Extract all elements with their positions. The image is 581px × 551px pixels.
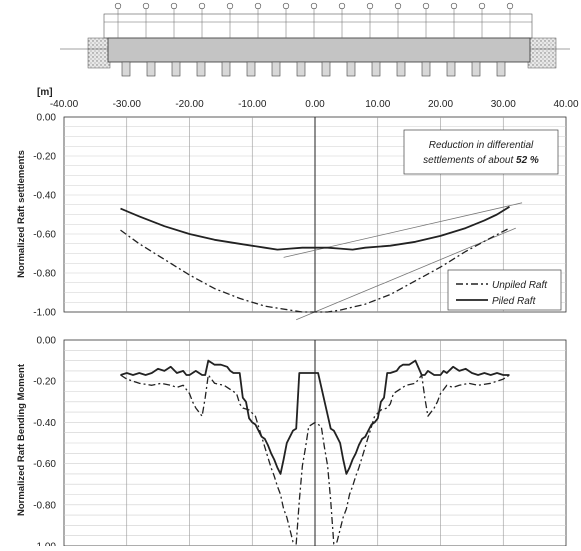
x-tick-label: 10.00 [365,99,390,110]
superstructure-frame [103,13,533,39]
x-tick-label: 30.00 [491,99,516,110]
y-tick-label: -0.40 [33,191,56,202]
legend-label-unpiled: Unpiled Raft [492,280,548,291]
structure-section-drawing [60,2,570,77]
raft-slab [107,37,531,63]
x-tick-label: -30.00 [113,99,142,110]
annotation-line-1: Reduction in differential [429,140,534,151]
soil-right [527,37,557,69]
legend: Unpiled Raft Piled Raft [447,269,562,311]
pile [246,61,256,77]
bending-y-axis-label: Normalized Raft Bending Moment [16,363,27,516]
column-axis-marker [478,2,486,10]
annotation-value: 52 % [516,155,539,166]
pile [496,61,506,77]
series-line-piled-raft [120,359,510,475]
column-axis-marker [338,2,346,10]
x-tick-label: 40.00 [553,99,578,110]
settlement-y-axis-label: Normalized Raft settlements [16,150,27,278]
pile [121,61,131,77]
pile [421,61,431,77]
column-axis-marker [142,2,150,10]
y-tick-label: -0.40 [33,418,56,429]
pile [371,61,381,77]
annotation-line-2-text: settlements of about [423,155,516,166]
pile [146,61,156,77]
soil-left [87,37,111,69]
pile [396,61,406,77]
column-axis-marker [198,2,206,10]
x-tick-label: -40.00 [50,99,79,110]
pile [321,61,331,77]
x-tick-label: 0.00 [305,99,325,110]
pile [171,61,181,77]
pile [221,61,231,77]
column-axis-marker [254,2,262,10]
column-axis-marker [226,2,234,10]
x-unit-label: [m] [37,87,53,98]
y-tick-label: -1.00 [33,308,56,319]
pile [196,61,206,77]
series-line-piled-raft [120,205,510,251]
settlement-chart: -40.00 -30.00 -20.00 -10.00 0.00 10.00 20.00 30… [16,87,579,321]
legend-label-piled: Piled Raft [492,296,537,307]
column-axis-marker [114,2,122,10]
y-tick-label: -0.60 [33,459,56,470]
y-tick-label: -1.00 [33,542,56,547]
column-axis-marker [450,2,458,10]
pile [271,61,281,77]
column-axis-marker [170,2,178,10]
column-axis-marker [366,2,374,10]
x-tick-label: 20.00 [428,99,453,110]
y-tick-label: -0.20 [33,377,56,388]
y-tick-label: 0.00 [37,113,57,124]
pile [296,61,306,77]
annotation-box: Reduction in differential settlements of… [403,129,559,175]
pile [471,61,481,77]
pile [446,61,456,77]
column-axis-marker [394,2,402,10]
x-tick-label: -10.00 [238,99,267,110]
bending-moment-chart: 0.00 -0.20 -0.40 -0.60 -0.80 -1.00 Normalized… [16,336,567,551]
series-line-unpiled-raft [120,227,510,313]
x-tick-label: -20.00 [175,99,204,110]
y-tick-label: -0.80 [33,500,56,511]
column-axis-marker [310,2,318,10]
pile [346,61,356,77]
column-axis-marker [506,2,514,10]
y-tick-label: -0.20 [33,152,56,163]
column-axis-marker [422,2,430,10]
y-tick-label: -0.60 [33,230,56,241]
column-axis-marker [282,2,290,10]
annotation-line-2: settlements of about 52 % [423,155,539,166]
y-tick-label: 0.00 [37,336,57,347]
y-tick-label: -0.80 [33,269,56,280]
